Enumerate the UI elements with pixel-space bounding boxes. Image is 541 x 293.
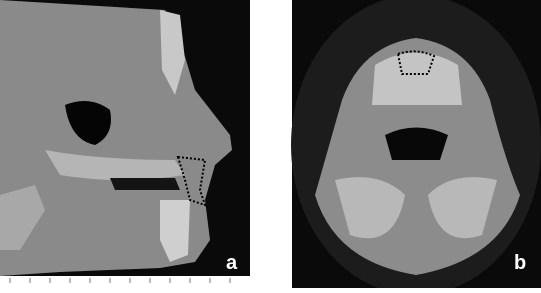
- panel-b: b: [291, 0, 541, 293]
- cranial-base-left: [335, 177, 405, 239]
- sinus-air: [65, 101, 111, 145]
- region-outline: [396, 50, 436, 75]
- palate: [45, 150, 185, 180]
- maxilla-teeth: [372, 52, 462, 105]
- ruler: [0, 276, 250, 288]
- region-outline: [176, 155, 207, 207]
- panel-label: a: [226, 252, 238, 274]
- nasal-bone: [160, 10, 185, 95]
- airway: [385, 127, 448, 160]
- panel-label: b: [514, 252, 526, 274]
- ruler-ticks: [9, 278, 231, 283]
- cranial-base-right: [428, 177, 497, 239]
- panel-a: a: [0, 0, 250, 288]
- cervical-spine: [0, 185, 45, 250]
- oral-air: [110, 178, 180, 190]
- mandible-teeth: [160, 200, 190, 262]
